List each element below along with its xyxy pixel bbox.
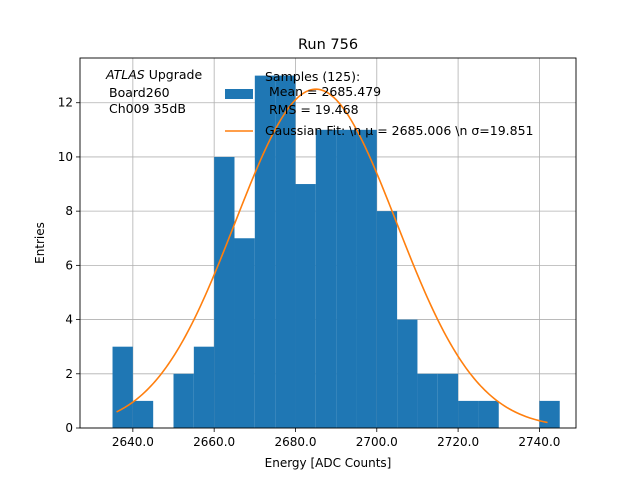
x-tick-label: 2660.0 (193, 435, 235, 449)
y-tick-label: 6 (65, 258, 73, 272)
legend-histogram-line-1: Samples (125): (265, 69, 360, 84)
legend: Samples (125): Mean = 2685.479 RMS = 19.… (225, 69, 534, 138)
y-tick-label: 4 (65, 313, 73, 327)
legend-fit-label: Gaussian Fit: \n μ = 2685.006 \n σ=19.85… (265, 123, 534, 138)
x-tick-label: 2740.0 (518, 435, 560, 449)
histogram-bar (254, 75, 276, 428)
histogram-bar (173, 373, 194, 428)
y-tick-label: 0 (65, 421, 73, 435)
histogram-bar (376, 211, 398, 428)
upgrade-label: Upgrade (145, 67, 203, 82)
x-tick-label: 2720.0 (437, 435, 479, 449)
legend-histogram-line-3: RMS = 19.468 (265, 102, 359, 117)
x-axis-label: Energy [ADC Counts] (265, 456, 392, 470)
histogram-bar (132, 400, 154, 428)
histogram-bar (458, 400, 479, 428)
channel-label: Ch009 35dB (109, 101, 186, 116)
histogram-bar (437, 373, 459, 428)
histogram-bar (315, 129, 337, 429)
y-tick-label: 10 (58, 150, 73, 164)
board-label: Board260 (109, 85, 170, 100)
y-tick-label: 2 (65, 367, 73, 381)
histogram-bar (214, 156, 235, 428)
histogram-bar (397, 319, 418, 428)
histogram-bar (193, 346, 215, 428)
svg-text:ATLAS Upgrade: ATLAS Upgrade (105, 67, 202, 82)
legend-histogram-line-2: Mean = 2685.479 (265, 84, 381, 99)
histogram-bar (478, 400, 499, 428)
histogram-bar (356, 129, 377, 429)
y-axis-ticks: 0 2 4 6 8 10 12 (58, 96, 80, 435)
histogram-bar (295, 184, 316, 428)
atlas-label: ATLAS (105, 67, 145, 82)
x-axis-ticks: 2640.0 2660.0 2680.0 2700.0 2720.0 2740.0 (112, 428, 560, 449)
x-tick-label: 2680.0 (274, 435, 316, 449)
y-axis-label: Entries (33, 222, 47, 264)
atlas-annotation: ATLAS Upgrade Board260 Ch009 35dB (105, 67, 202, 116)
y-tick-label: 12 (58, 96, 73, 110)
histogram-bar (336, 129, 357, 429)
chart-title: Run 756 (298, 37, 358, 53)
x-tick-label: 2640.0 (112, 435, 154, 449)
histogram-bar (417, 373, 438, 428)
histogram-bar (112, 346, 133, 428)
gaussian-fit-line (116, 88, 548, 424)
x-tick-label: 2700.0 (356, 435, 398, 449)
histogram-bar (234, 238, 255, 428)
histogram-bar (539, 400, 560, 428)
histogram-bars (112, 75, 560, 429)
y-tick-label: 8 (65, 204, 73, 218)
histogram-bar (275, 75, 296, 428)
plot-frame (79, 57, 577, 429)
legend-histogram-swatch (225, 89, 253, 99)
